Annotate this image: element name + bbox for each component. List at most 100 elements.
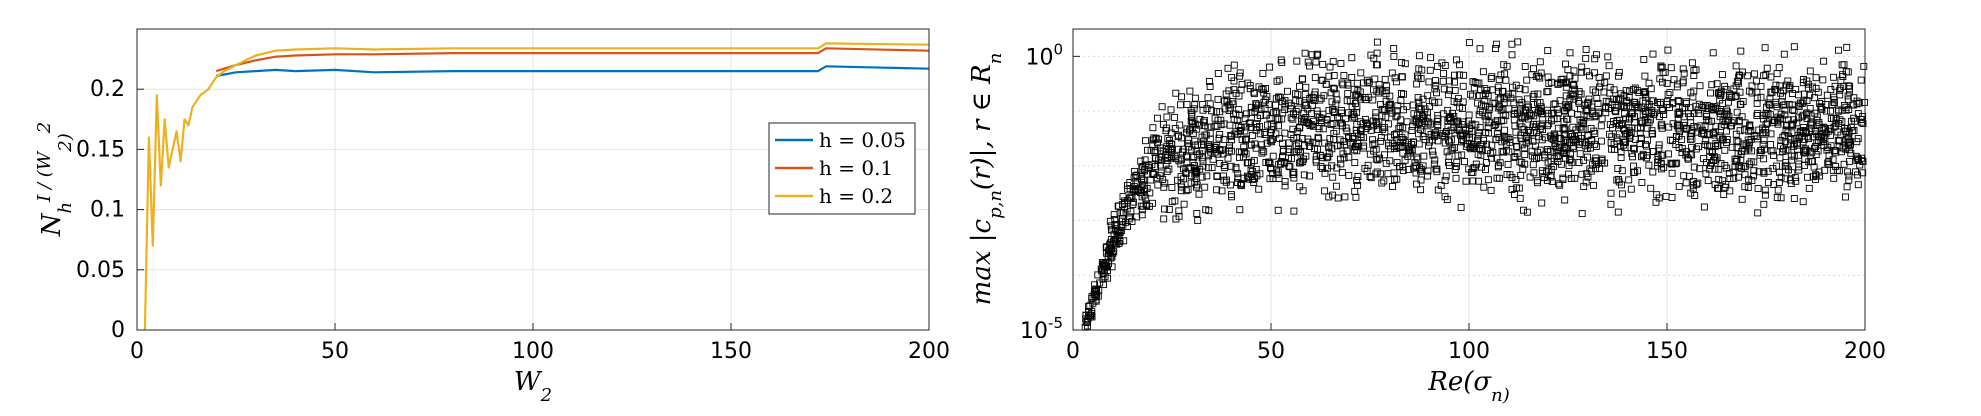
scatter-point [1191, 137, 1199, 145]
scatter-point [1198, 141, 1205, 149]
scatter-point [1298, 115, 1306, 123]
scatter-point [1707, 89, 1714, 97]
scatter-point [1715, 165, 1723, 173]
scatter-point [1385, 139, 1393, 147]
scatter-point [1790, 195, 1798, 202]
scatter-point [1444, 91, 1452, 99]
scatter-point [1204, 150, 1212, 158]
scatter-point [1304, 58, 1312, 66]
scatter-point [1373, 61, 1381, 69]
scatter-point [1341, 193, 1349, 201]
scatter-point [1308, 121, 1316, 129]
scatter-point [1630, 169, 1638, 176]
scatter-point [1149, 199, 1156, 207]
scatter-point [1492, 136, 1500, 144]
scatter-point [1337, 60, 1345, 67]
scatter-point [1384, 170, 1392, 178]
scatter-point [1767, 130, 1775, 138]
scatter-point [1582, 54, 1590, 62]
scatter-point [1657, 160, 1665, 168]
scatter-point [1755, 168, 1763, 176]
scatter-point [1221, 97, 1229, 105]
scatter-point [1781, 106, 1789, 114]
scatter-point [1219, 150, 1227, 158]
scatter-point [1561, 196, 1569, 204]
scatter-point [1710, 106, 1718, 114]
scatter-point [1370, 54, 1378, 62]
scatter-point [1753, 88, 1761, 96]
scatter-point [1647, 85, 1655, 93]
scatter-point [1640, 56, 1648, 63]
scatter-point [1822, 107, 1830, 115]
scatter-point [1833, 166, 1841, 174]
scatter-point [1332, 100, 1340, 108]
scatter-point [1084, 322, 1091, 330]
scatter-point [1570, 92, 1578, 100]
scatter-point [1769, 119, 1777, 127]
scatter-point [1149, 124, 1157, 132]
scatter-point [1774, 186, 1782, 194]
scatter-point [1566, 95, 1574, 103]
scatter-point [1738, 195, 1746, 203]
scatter-point [1285, 139, 1293, 147]
scatter-point [1537, 108, 1545, 116]
scatter-point [1191, 178, 1199, 186]
scatter-point [1375, 81, 1383, 89]
scatter-point [1615, 175, 1623, 183]
scatter-point [1302, 83, 1310, 91]
series-line [215, 47, 930, 73]
scatter-point [1726, 187, 1734, 195]
scatter-point [1306, 143, 1314, 150]
scatter-point [1373, 121, 1381, 129]
scatter-point [1744, 184, 1752, 191]
scatter-point [1597, 122, 1605, 130]
scatter-point [1177, 101, 1184, 109]
scatter-point [1168, 184, 1176, 191]
scatter-point [1363, 119, 1370, 127]
scatter-point [1685, 155, 1692, 163]
scatter-point [1202, 206, 1210, 214]
scatter-point [1637, 124, 1644, 132]
scatter-point [1528, 152, 1536, 160]
scatter-point [1354, 181, 1362, 189]
y-tick-label: 10-5 [1020, 314, 1063, 344]
scatter-point [1846, 137, 1854, 145]
scatter-point [1803, 114, 1811, 122]
scatter-point [1789, 121, 1796, 129]
scatter-point [1497, 71, 1505, 79]
scatter-point [1614, 72, 1622, 80]
scatter-point [1612, 108, 1620, 116]
scatter-point [1391, 74, 1399, 82]
scatter-point [1614, 208, 1622, 216]
scatter-point [1773, 194, 1781, 201]
scatter-point [1265, 158, 1272, 166]
scatter-point [1520, 206, 1527, 214]
scatter-point [1232, 110, 1240, 118]
scatter-point [1177, 187, 1185, 195]
scatter-point [1440, 70, 1447, 78]
scatter-point [1621, 144, 1629, 152]
scatter-point [1547, 165, 1555, 173]
scatter-point [1854, 135, 1862, 143]
scatter-point [1762, 71, 1770, 79]
scatter-point [1391, 131, 1399, 139]
scatter-point [1417, 75, 1425, 83]
scatter-point [1188, 109, 1196, 117]
scatter-point [1561, 106, 1569, 114]
scatter-point [1649, 50, 1657, 58]
scatter-point [1836, 84, 1844, 92]
scatter-point [1664, 150, 1672, 158]
scatter-point [1279, 148, 1287, 156]
scatter-point [1182, 168, 1189, 176]
scatter-point [1445, 158, 1452, 166]
scatter-point [1591, 69, 1599, 77]
scatter-point [1813, 139, 1821, 147]
scatter-point [1481, 102, 1489, 110]
x-tick-label: 50 [1257, 339, 1285, 364]
scatter-point [1722, 85, 1730, 93]
scatter-point [1235, 111, 1243, 119]
scatter-point [1139, 163, 1147, 170]
scatter-point [1748, 89, 1756, 97]
scatter-point [1809, 83, 1816, 91]
